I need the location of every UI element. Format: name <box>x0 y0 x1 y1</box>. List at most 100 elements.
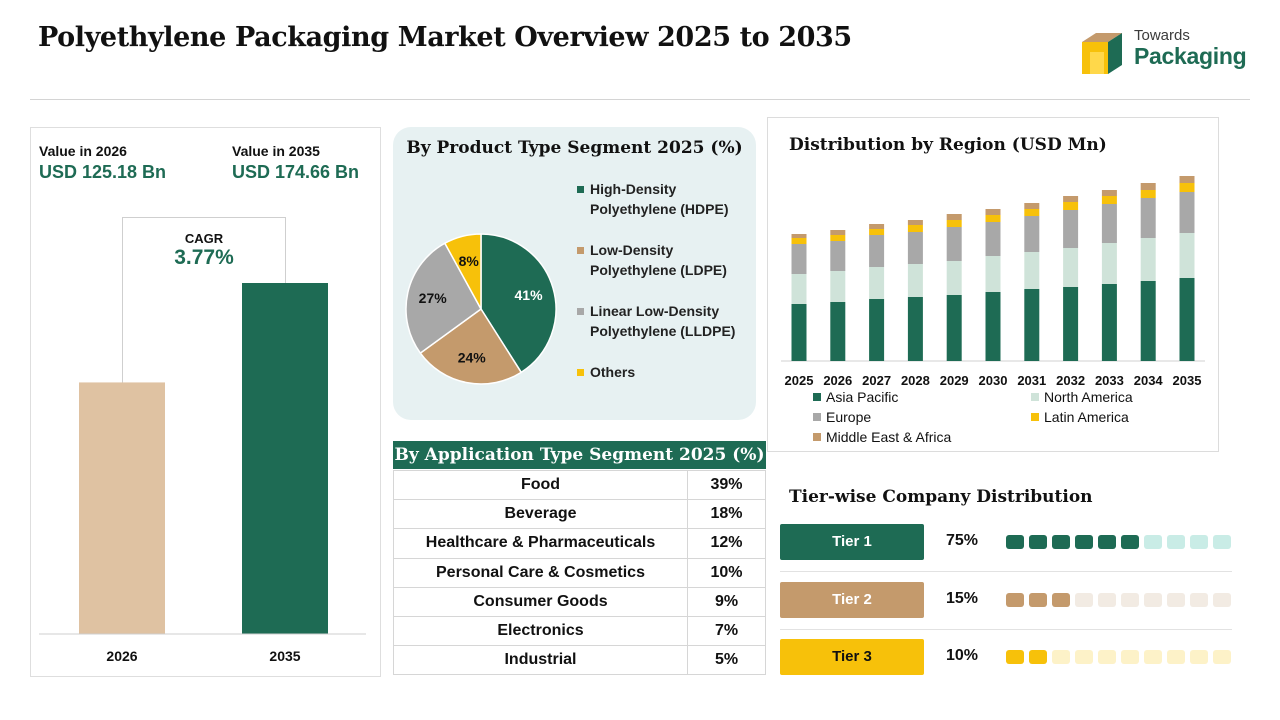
region-axis-label: 2026 <box>823 373 852 388</box>
tier-dot-empty <box>1144 593 1162 607</box>
legend-swatch <box>577 369 584 376</box>
value-2035: USD 174.66 Bn <box>232 162 360 182</box>
tier-dot-empty <box>1098 593 1116 607</box>
tier-dot-filled <box>1029 593 1047 607</box>
region-bar-segment <box>907 264 923 297</box>
region-bar-segment <box>830 241 846 271</box>
region-bar-segment <box>1179 183 1195 192</box>
tier-dot-filled <box>1006 535 1024 549</box>
region-bar-segment <box>1101 190 1117 196</box>
header-divider <box>30 99 1250 100</box>
region-axis-label: 2034 <box>1134 373 1164 388</box>
tier-dot-empty <box>1052 650 1070 664</box>
legend-label: Others <box>590 364 636 380</box>
app-name: Food <box>393 469 688 501</box>
region-bar-segment <box>1063 196 1079 202</box>
region-bar-segment <box>946 227 962 261</box>
region-bar-segment <box>830 235 846 241</box>
tier-dot-empty <box>1144 535 1162 549</box>
region-axis-label: 2031 <box>1017 373 1046 388</box>
region-legend-label: Middle East & Africa <box>826 429 951 445</box>
region-axis-label: 2033 <box>1095 373 1124 388</box>
region-axis-label: 2027 <box>862 373 891 388</box>
legend-item: Others <box>590 362 635 382</box>
region-bar-segment <box>985 209 1001 215</box>
region-bar-segment <box>985 215 1001 222</box>
legend-item: Low-Density Polyethylene (LDPE) <box>590 240 727 280</box>
region-axis-label: 2032 <box>1056 373 1085 388</box>
region-bar-segment <box>1101 284 1117 361</box>
region-bar-segment <box>791 238 807 244</box>
region-legend-swatch <box>813 433 821 441</box>
tier-dot-empty <box>1075 650 1093 664</box>
tier-percent: 75% <box>946 532 979 549</box>
region-bar-segment <box>1024 289 1040 361</box>
table-row: Beverage 18% <box>393 499 766 530</box>
pie-slice-label: 41% <box>515 287 544 303</box>
region-bar-segment <box>907 225 923 232</box>
region-bar-segment <box>1024 203 1040 209</box>
region-bar-segment <box>830 271 846 302</box>
app-name: Consumer Goods <box>393 586 688 617</box>
table-row: Industrial 5% <box>393 645 766 676</box>
tier-dot-empty <box>1213 535 1231 549</box>
region-bar-segment <box>830 302 846 361</box>
region-bar-segment <box>985 222 1001 256</box>
region-bar-segment <box>869 229 885 235</box>
region-bar-segment <box>791 234 807 238</box>
tier-badge: Tier 3 <box>780 639 924 675</box>
tier-dot-filled <box>1121 535 1139 549</box>
brand-logo: Towards Packaging <box>1078 26 1258 78</box>
legend-item: High-Density Polyethylene (HDPE) <box>590 179 728 219</box>
tier-dot-empty <box>1190 650 1208 664</box>
region-bar-segment <box>946 214 962 220</box>
region-bar-segment <box>1140 183 1156 190</box>
pie-slice-label: 24% <box>458 350 487 366</box>
tier-dot-empty <box>1213 593 1231 607</box>
product-type-pie-chart: 41% 24% 27% 8% <box>405 233 557 385</box>
legend-label: Low-Density <box>590 242 674 258</box>
tier-dot-empty <box>1213 650 1231 664</box>
value-axis-label: 2026 <box>106 648 137 664</box>
region-title: Distribution by Region (USD Mn) <box>789 135 1107 155</box>
region-axis-label: 2030 <box>979 373 1008 388</box>
region-bar-segment <box>1140 190 1156 198</box>
tier-dot-filled <box>1029 535 1047 549</box>
tier-divider <box>780 629 1232 630</box>
app-value: 39% <box>687 469 766 501</box>
tier-dot-empty <box>1167 650 1185 664</box>
tier-dot-filled <box>1075 535 1093 549</box>
tier-badge: Tier 2 <box>780 582 924 618</box>
tier-dot-filled <box>1029 650 1047 664</box>
table-row: Personal Care & Cosmetics 10% <box>393 557 766 588</box>
cagr-label: CAGR <box>184 231 224 246</box>
legend-label: Polyethylene (LDPE) <box>590 262 727 278</box>
region-legend-swatch <box>1031 393 1039 401</box>
tier-percent: 10% <box>946 647 979 664</box>
market-value-bar-chart: 2026 2035 <box>39 283 366 664</box>
region-bar-segment <box>1140 281 1156 361</box>
region-bar-segment <box>985 292 1001 361</box>
legend-label: Polyethylene (HDPE) <box>590 201 729 217</box>
region-bar-segment <box>1140 238 1156 281</box>
region-bar-segment <box>791 274 807 304</box>
app-name: Healthcare & Pharmaceuticals <box>393 528 688 559</box>
region-bar-segment <box>791 304 807 361</box>
region-bar-segment <box>1063 202 1079 210</box>
region-legend-label: Latin America <box>1044 409 1129 425</box>
region-bar-segment <box>869 224 885 229</box>
tier-dot-empty <box>1144 650 1162 664</box>
logo-text-packaging: Packaging <box>1134 43 1247 69</box>
pie-slice <box>419 307 523 385</box>
region-bar-segment <box>830 230 846 235</box>
value-axis-label: 2035 <box>269 648 300 664</box>
region-legend-label: Europe <box>826 409 871 425</box>
app-value: 12% <box>687 528 766 559</box>
table-row: Consumer Goods 9% <box>393 586 766 617</box>
pie-slice-label: 8% <box>459 253 480 269</box>
tier-dot-filled <box>1052 535 1070 549</box>
region-bar-segment <box>985 256 1001 292</box>
region-legend-swatch <box>813 393 821 401</box>
legend-item: Linear Low-Density Polyethylene (LLDPE) <box>590 301 735 341</box>
pie-slice <box>443 233 482 310</box>
